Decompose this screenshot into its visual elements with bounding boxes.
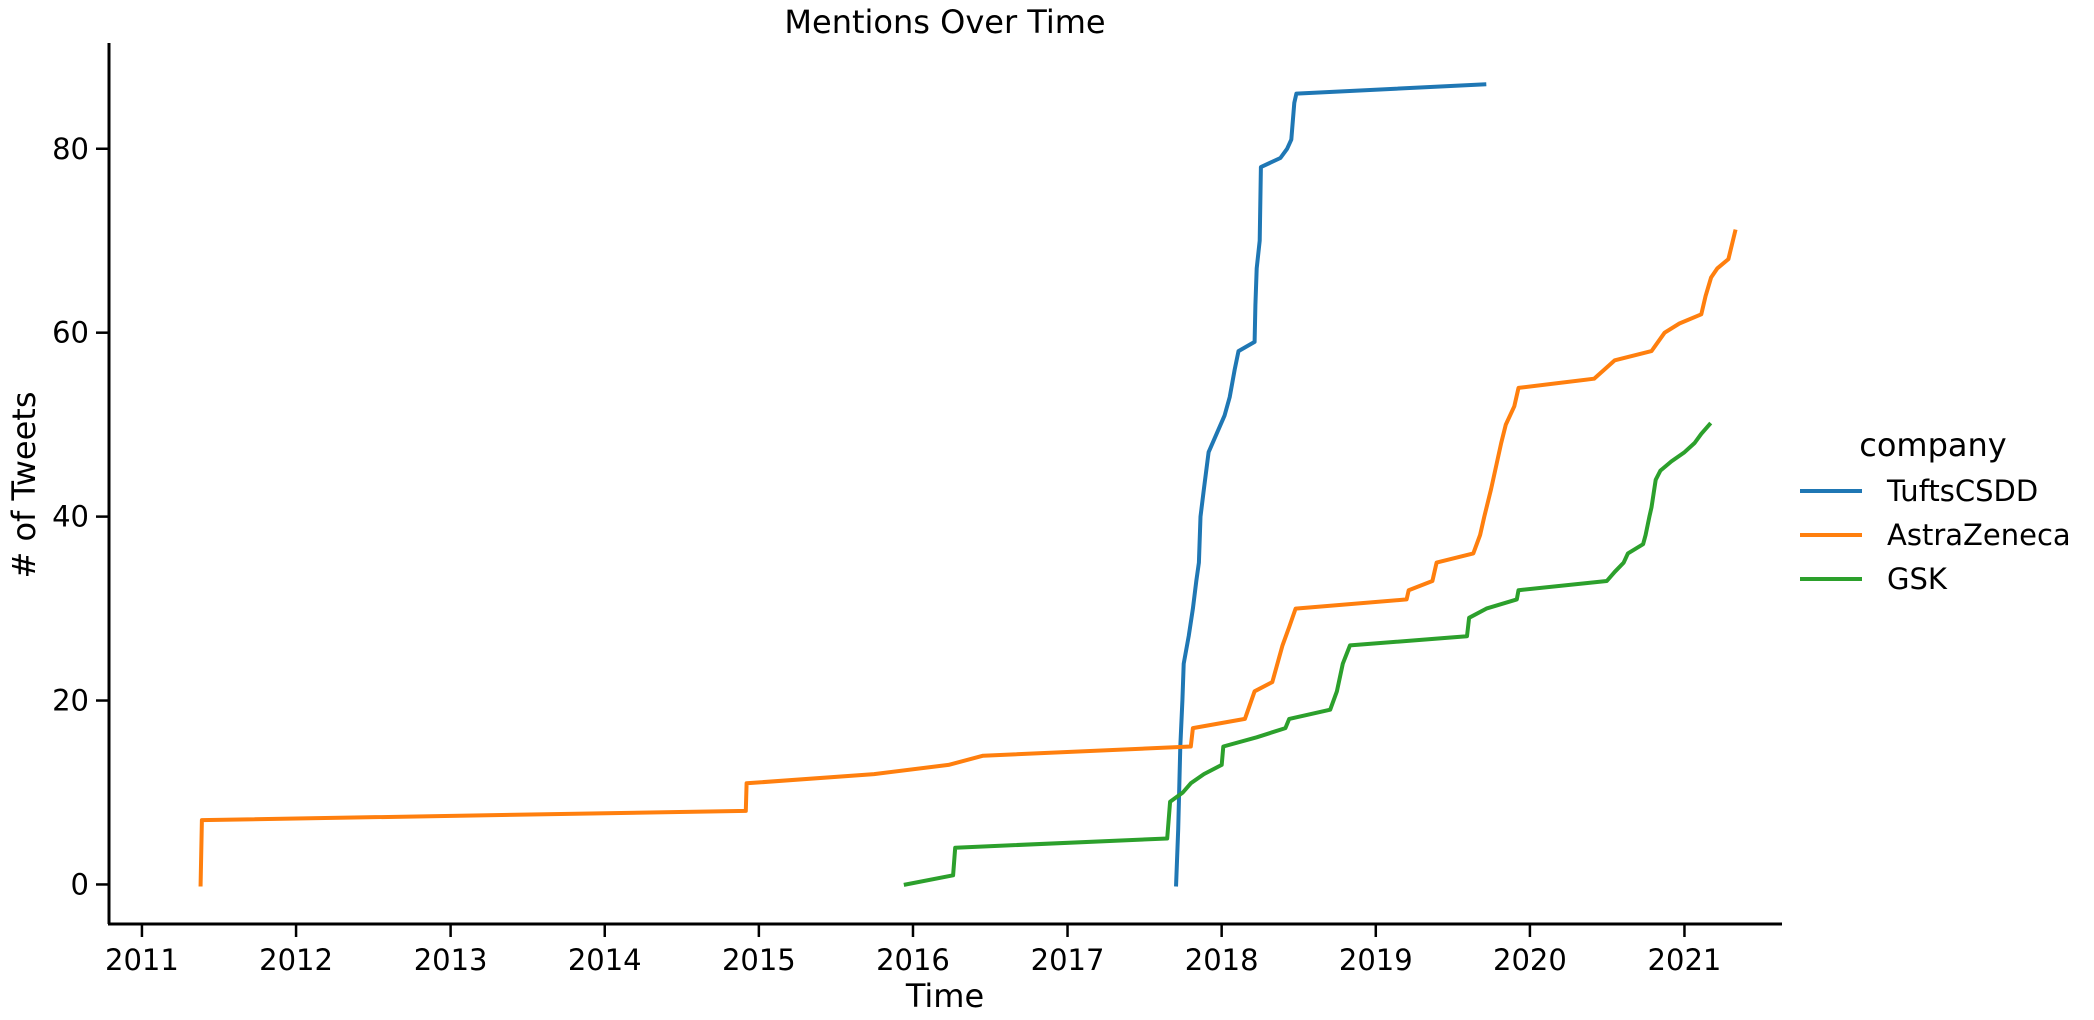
x-axis-label: Time bbox=[905, 977, 984, 1015]
x-tick-label: 2013 bbox=[414, 943, 488, 977]
x-tick-label: 2014 bbox=[568, 943, 642, 977]
y-tick-label: 20 bbox=[52, 684, 89, 718]
x-tick-label: 2020 bbox=[1493, 943, 1567, 977]
x-tick-label: 2018 bbox=[1185, 943, 1259, 977]
legend-title: company bbox=[1859, 426, 2006, 464]
legend-label-tuftscsdd: TuftsCSDD bbox=[1886, 474, 2038, 508]
series-line-astrazeneca bbox=[198, 229, 1738, 887]
series-line-tuftscsdd bbox=[1174, 82, 1487, 887]
x-tick-label: 2012 bbox=[259, 943, 333, 977]
chart-title: Mentions Over Time bbox=[784, 3, 1105, 41]
legend-label-gsk: GSK bbox=[1887, 562, 1948, 596]
series-line-gsk bbox=[903, 421, 1713, 887]
y-axis-ticks: 0 20 40 60 80 bbox=[52, 132, 109, 901]
x-axis-ticks: 2011 2012 2013 2014 2015 2016 2017 2018 2019 2020… bbox=[105, 924, 1721, 977]
legend: company TuftsCSDD AstraZeneca GSK bbox=[1800, 426, 2071, 596]
x-tick-label: 2011 bbox=[105, 943, 179, 977]
y-tick-label: 80 bbox=[52, 132, 89, 166]
y-tick-label: 60 bbox=[52, 316, 89, 350]
plot-area bbox=[198, 82, 1738, 887]
legend-label-astrazeneca: AstraZeneca bbox=[1887, 518, 2071, 552]
y-axis-label: # of Tweets bbox=[5, 391, 43, 578]
y-tick-label: 0 bbox=[71, 867, 89, 901]
x-tick-label: 2019 bbox=[1339, 943, 1413, 977]
x-tick-label: 2017 bbox=[1031, 943, 1105, 977]
x-tick-label: 2016 bbox=[876, 943, 950, 977]
y-tick-label: 40 bbox=[52, 500, 89, 534]
x-tick-label: 2021 bbox=[1648, 943, 1722, 977]
x-tick-label: 2015 bbox=[722, 943, 796, 977]
